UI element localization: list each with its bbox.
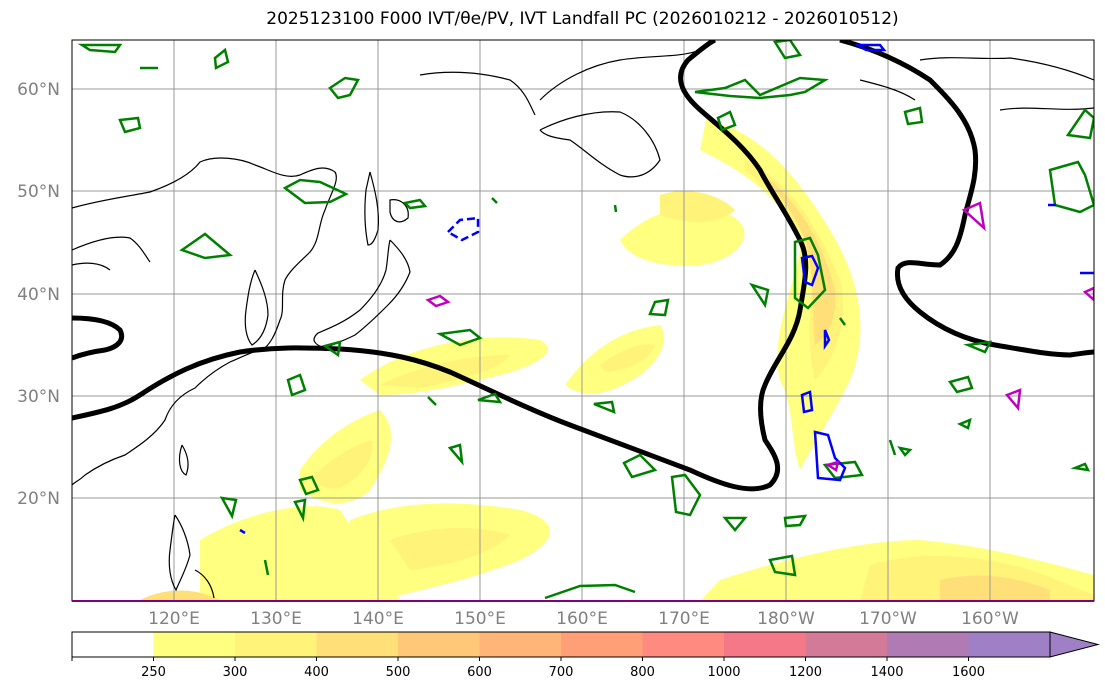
colorbar-tick-label: 1200 bbox=[789, 665, 822, 680]
colorbar-extend-arrow bbox=[1049, 631, 1100, 658]
colorbar-tick-label: 500 bbox=[386, 665, 411, 680]
map-title: 2025123100 F000 IVT/θe/PV, IVT Landfall … bbox=[266, 9, 899, 29]
colorbar-segment bbox=[968, 632, 1051, 657]
lon-tick-label: 160°W bbox=[961, 609, 1019, 629]
colorbar-tick-label: 1600 bbox=[952, 665, 985, 680]
colorbar-tick-label: 600 bbox=[467, 665, 492, 680]
colorbar-segment bbox=[153, 632, 236, 657]
theta-e-contour bbox=[72, 40, 1094, 492]
lon-tick-label: 130°E bbox=[250, 609, 302, 629]
colorbar-tick-label: 400 bbox=[304, 665, 329, 680]
colorbar-segment bbox=[479, 632, 562, 657]
colorbar-tick-label: 800 bbox=[630, 665, 655, 680]
lon-tick-label: 150°E bbox=[454, 609, 506, 629]
longitude-labels: 120°E 130°E 140°E 150°E 160°E 170°E 180°… bbox=[148, 609, 1019, 629]
lat-tick-label: 30°N bbox=[17, 387, 60, 407]
colorbar-tick-label: 300 bbox=[223, 665, 248, 680]
colorbar-segment bbox=[561, 632, 643, 657]
lat-tick-label: 40°N bbox=[17, 285, 60, 305]
colorbar-tick-label: 700 bbox=[549, 665, 574, 680]
colorbar-segment bbox=[724, 632, 806, 657]
colorbar-segment bbox=[72, 632, 154, 657]
lat-tick-label: 20°N bbox=[17, 489, 60, 509]
pv-contours-blue bbox=[239, 43, 1094, 535]
lon-tick-label: 160°E bbox=[556, 609, 608, 629]
map-area bbox=[72, 40, 1094, 601]
colorbar-segment bbox=[316, 632, 399, 657]
pv-contours-green bbox=[77, 40, 1094, 600]
coastlines bbox=[72, 49, 1094, 599]
colorbar-tick-label: 1400 bbox=[870, 665, 903, 680]
colorbar-tick-label: 250 bbox=[141, 665, 166, 680]
lon-tick-label: 170°E bbox=[658, 609, 710, 629]
lat-tick-label: 50°N bbox=[17, 182, 60, 202]
colorbar-segment bbox=[887, 632, 969, 657]
lon-tick-label: 180°W bbox=[757, 609, 815, 629]
pv-contours-magenta bbox=[425, 201, 1094, 472]
colorbar-tick-label: 1000 bbox=[707, 665, 740, 680]
gridlines bbox=[72, 40, 1094, 601]
colorbar-segment bbox=[398, 632, 480, 657]
colorbar: 250 300 400 500 600 700 800 1000 1200 1400 1600 bbox=[71, 631, 1100, 680]
latitude-labels: 60°N 50°N 40°N 30°N 20°N bbox=[17, 80, 60, 509]
lon-tick-label: 120°E bbox=[148, 609, 200, 629]
ivt-shading bbox=[140, 120, 1094, 601]
lon-tick-label: 170°W bbox=[859, 609, 917, 629]
lat-tick-label: 60°N bbox=[17, 80, 60, 100]
lon-tick-label: 140°E bbox=[352, 609, 404, 629]
colorbar-segment bbox=[805, 632, 888, 657]
colorbar-segment bbox=[642, 632, 725, 657]
colorbar-segment bbox=[235, 632, 317, 657]
